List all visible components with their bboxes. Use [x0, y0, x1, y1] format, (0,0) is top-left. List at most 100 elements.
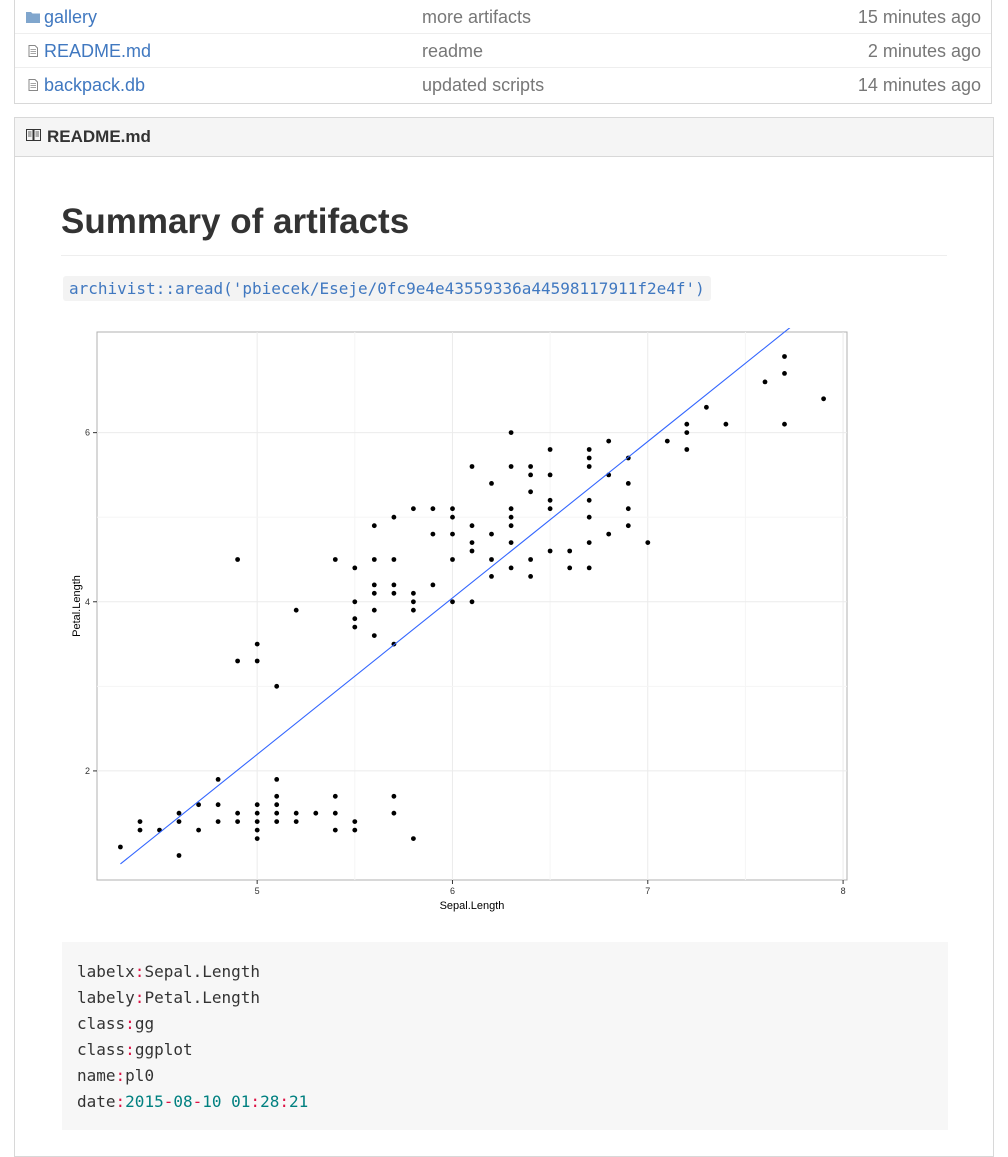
data-point [469, 599, 475, 605]
data-point [469, 540, 475, 545]
date-day: 10 [202, 1092, 222, 1111]
commit-message-link[interactable]: updated scripts [422, 75, 545, 95]
commit-message-link[interactable]: more artifacts [422, 7, 532, 27]
folder-icon [26, 12, 40, 23]
data-point [586, 514, 592, 520]
date-hour: 01 [231, 1092, 251, 1111]
code-line-class: class:ggplot [77, 1040, 193, 1059]
data-point [821, 396, 826, 402]
data-point [391, 514, 397, 520]
file-name-link[interactable]: gallery [44, 7, 98, 27]
data-point [137, 827, 143, 833]
data-point [274, 810, 280, 816]
data-point [547, 506, 553, 512]
heading-divider [61, 255, 947, 256]
data-point [489, 531, 494, 537]
file-table: gallery more artifacts 15 minutes ago RE… [14, 0, 992, 104]
plot-panel [96, 331, 848, 881]
data-point [684, 447, 690, 452]
y-tick-label: 2 [85, 766, 90, 776]
data-point [586, 565, 592, 571]
data-point [586, 540, 592, 545]
data-point [332, 557, 338, 562]
file-age: 14 minutes ago [857, 75, 981, 95]
code-value: Petal.Length [144, 988, 261, 1007]
data-point [254, 819, 260, 824]
code-line-name: name:pl0 [77, 1066, 155, 1085]
data-point [450, 599, 455, 605]
trend-line [120, 328, 791, 865]
data-point [176, 819, 182, 824]
data-point [254, 827, 260, 833]
data-point [782, 421, 787, 427]
data-point [704, 404, 709, 410]
scatter-plot: 5 6 7 8 2 4 6 Sepal.Length Petal.Length [71, 328, 848, 912]
data-point [508, 514, 514, 520]
date-month: 08 [173, 1092, 193, 1111]
data-point [625, 506, 631, 512]
y-tick-label: 4 [85, 597, 90, 607]
data-point [371, 633, 377, 638]
data-point [352, 819, 358, 824]
data-point [274, 683, 280, 689]
data-point [528, 464, 533, 469]
readme-title: README.md [47, 127, 151, 146]
data-point [371, 523, 377, 529]
data-point [371, 582, 377, 588]
file-row-readme[interactable]: README.md readme 2 minutes ago [15, 34, 991, 68]
data-point [332, 793, 338, 799]
data-point [215, 819, 221, 824]
data-point [625, 481, 631, 486]
data-point [411, 590, 416, 596]
file-name-link[interactable]: README.md [44, 41, 152, 61]
readme-box: README.md Summary of artifacts archivist… [14, 117, 994, 1157]
y-tick-label: 6 [85, 428, 90, 438]
data-point [723, 421, 729, 427]
data-point [528, 472, 533, 478]
data-point [606, 438, 612, 444]
data-point [586, 497, 592, 503]
code-key: class [77, 1040, 126, 1059]
code-key: labely [77, 988, 135, 1007]
data-point [371, 557, 377, 562]
data-point [528, 489, 533, 495]
data-point [196, 827, 201, 833]
date-second: 21 [288, 1092, 309, 1111]
x-axis-label: Sepal.Length [440, 900, 505, 912]
page-title: Summary of artifacts [61, 202, 410, 241]
code-line-labelx: labelx:Sepal.Length [77, 962, 261, 981]
data-point [469, 548, 475, 554]
file-row-backpack[interactable]: backpack.db updated scripts 14 minutes a… [15, 68, 991, 102]
data-point [313, 810, 319, 816]
data-point [215, 777, 221, 782]
data-point [508, 565, 514, 571]
data-point [586, 464, 592, 469]
data-point [586, 455, 592, 461]
data-point [118, 844, 123, 850]
data-point [391, 810, 397, 816]
file-age: 15 minutes ago [857, 7, 981, 27]
data-point [567, 565, 573, 571]
data-point [371, 607, 377, 613]
file-row-gallery[interactable]: gallery more artifacts 15 minutes ago [15, 0, 991, 34]
data-point [567, 548, 573, 554]
data-point [528, 557, 533, 562]
data-point [254, 658, 260, 664]
data-point [352, 599, 358, 605]
data-point [450, 514, 455, 520]
data-point [391, 590, 397, 596]
data-point [274, 819, 280, 824]
data-point [762, 379, 768, 385]
data-point [274, 777, 280, 782]
commit-message-link[interactable]: readme [422, 41, 484, 61]
data-point [254, 810, 260, 816]
data-point [508, 540, 514, 545]
file-name-link[interactable]: backpack.db [44, 75, 146, 95]
data-point [293, 810, 299, 816]
data-point [508, 430, 514, 435]
data-point [391, 793, 397, 799]
data-point [176, 810, 182, 816]
data-point [450, 506, 455, 512]
code-value: gg [134, 1014, 155, 1033]
data-point [547, 447, 553, 452]
